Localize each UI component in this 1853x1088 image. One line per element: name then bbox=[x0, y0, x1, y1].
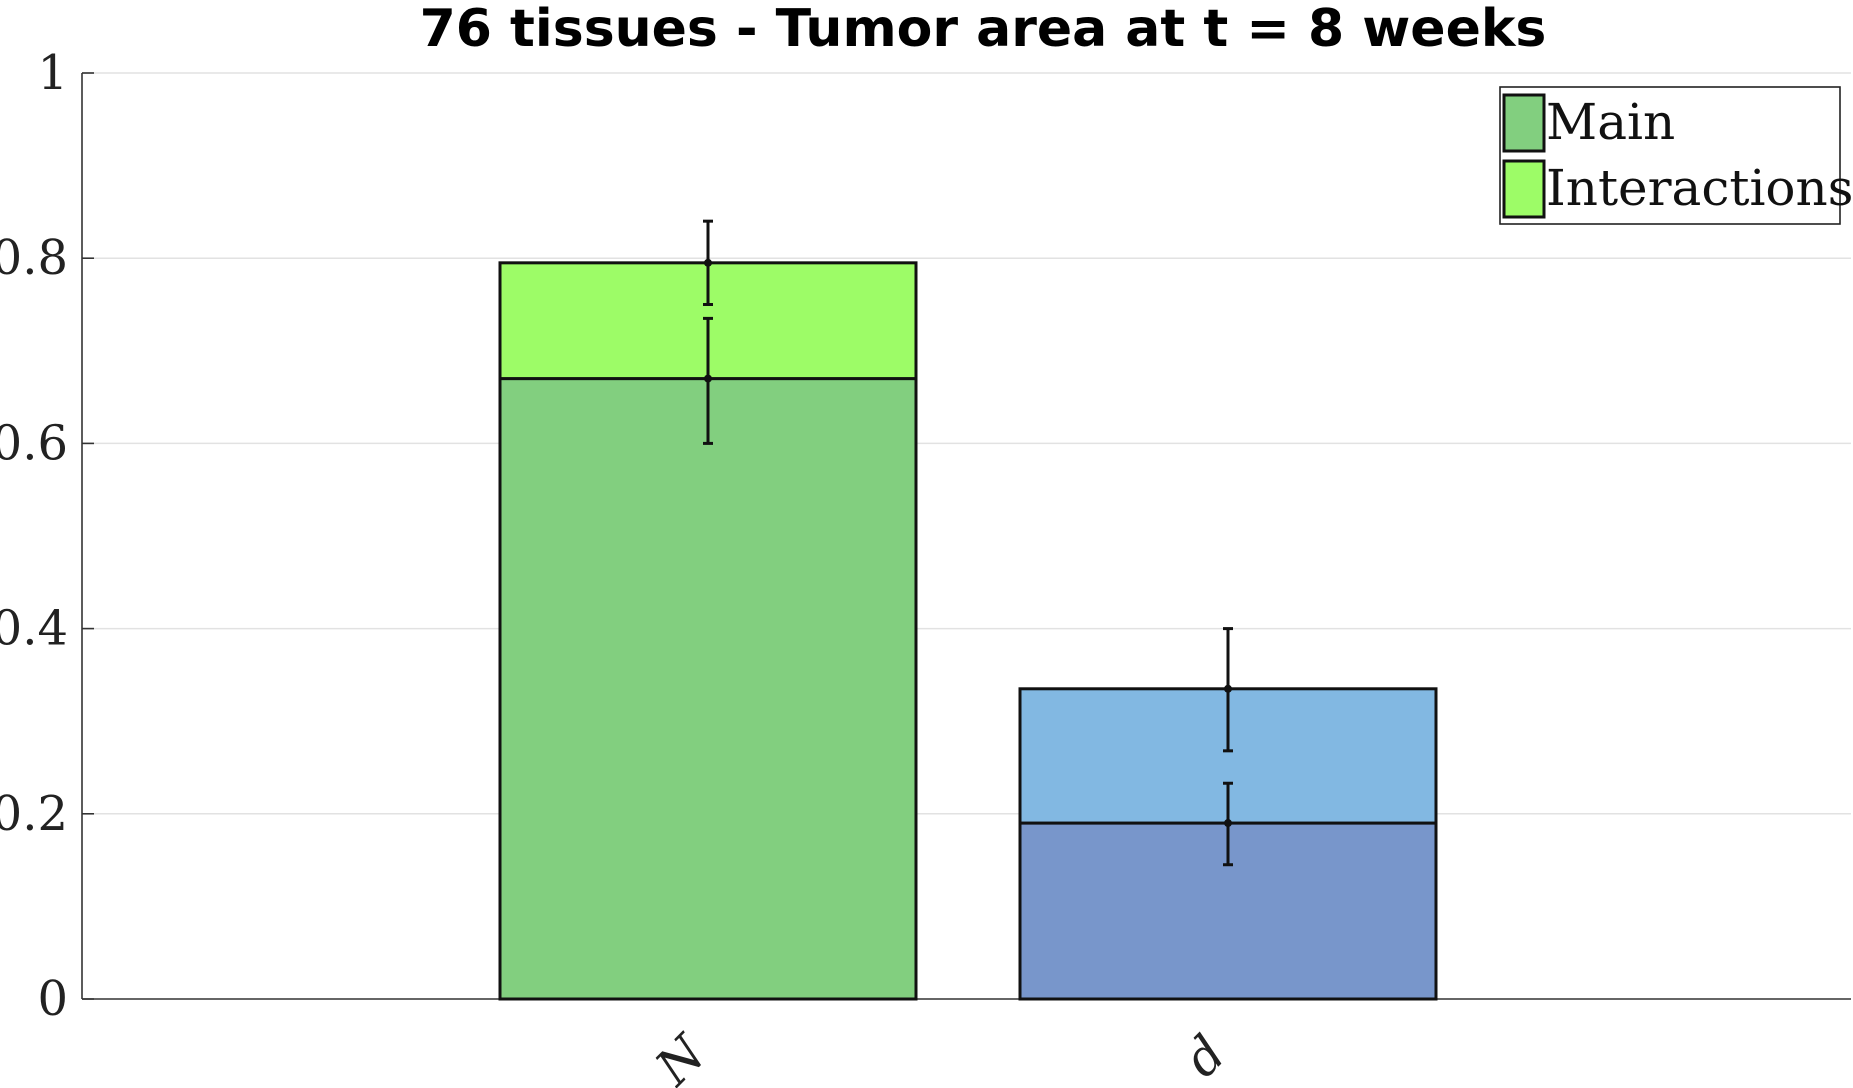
main-d-marker bbox=[1224, 819, 1232, 828]
total-N-marker bbox=[704, 258, 712, 267]
x-tick-label: d bbox=[1173, 1024, 1237, 1088]
legend-label: Interactions bbox=[1546, 159, 1853, 217]
legend-box bbox=[1499, 86, 1841, 225]
y-tick-label: 0 bbox=[37, 971, 68, 1027]
y-tick-label: 0.4 bbox=[0, 601, 68, 657]
legend: Main Interactions bbox=[1499, 86, 1853, 225]
legend-label: Main bbox=[1546, 93, 1675, 151]
main-N-marker bbox=[704, 374, 712, 383]
y-tick-label: 1 bbox=[37, 45, 68, 101]
y-tick-label: 0.6 bbox=[0, 415, 68, 471]
bars bbox=[498, 219, 1438, 1001]
y-tick-label: 0.2 bbox=[0, 786, 68, 842]
legend-swatch bbox=[1502, 159, 1546, 219]
legend-swatch bbox=[1502, 93, 1546, 153]
y-tick-label: 0.8 bbox=[0, 230, 68, 286]
bar-main-N bbox=[498, 377, 918, 1001]
chart-title: 76 tissues - Tumor area at t = 8 weeks bbox=[420, 0, 1547, 59]
x-tick-label: N bbox=[644, 1023, 718, 1088]
total-d-marker bbox=[1224, 684, 1232, 693]
grid-lines bbox=[82, 72, 1851, 815]
